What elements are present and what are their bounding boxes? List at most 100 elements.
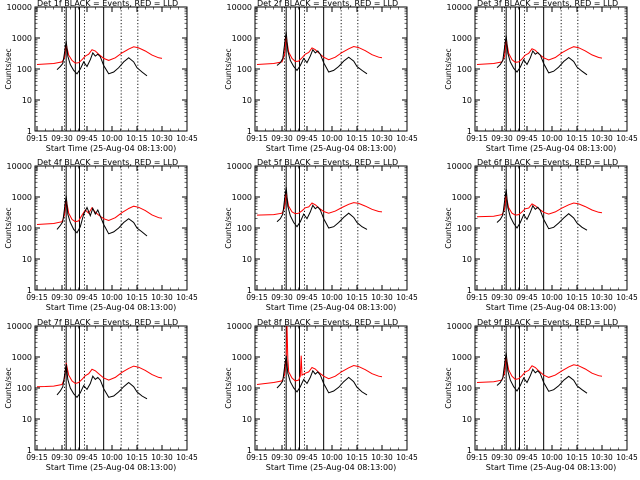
y-tick-label: 10 [462, 415, 472, 424]
x-tick-label: 10:00 [541, 293, 563, 302]
y-tick-label: 100 [237, 224, 252, 233]
x-tick-label: 10:45 [176, 134, 198, 143]
x-tick-label: 09:45 [296, 453, 318, 462]
x-tick-label: 10:45 [176, 453, 198, 462]
plot-frame [254, 6, 408, 132]
x-tick-label: 09:45 [76, 134, 98, 143]
y-tick-label: 1 [247, 286, 252, 295]
y-tick-label: 100 [17, 384, 32, 393]
y-tick-label: 10 [242, 415, 252, 424]
x-tick-label: 09:30 [51, 134, 73, 143]
y-tick-label: 10000 [447, 322, 472, 331]
y-tick-label: 100 [457, 384, 472, 393]
x-tick-label: 10:00 [541, 453, 563, 462]
x-axis-title: Start Time (25-Aug-04 08:13:00) [486, 144, 617, 153]
x-tick-label: 10:15 [566, 453, 588, 462]
y-tick-label: 10000 [227, 322, 252, 331]
x-tick-label: 10:30 [591, 453, 613, 462]
y-axis-title: Counts/sec [4, 48, 13, 89]
lld-series-line [36, 44, 163, 65]
events-series-line [276, 355, 368, 396]
y-tick-label: 10 [242, 96, 252, 105]
y-tick-label: 1 [247, 127, 252, 136]
y-tick-label: 1 [27, 446, 32, 455]
y-tick-label: 1000 [232, 34, 252, 43]
y-tick-label: 100 [17, 65, 32, 74]
panel-title: Det 6f BLACK = Events, RED = LLD [477, 158, 618, 167]
detector-5-panel: 1 10 100 1000 10000 09:15 09:30 09:45 10:00 10:15… [224, 158, 418, 312]
events-series-line [56, 195, 148, 237]
y-tick-label: 100 [237, 384, 252, 393]
y-tick-label: 100 [457, 65, 472, 74]
x-tick-label: 09:30 [491, 134, 513, 143]
y-tick-label: 10000 [7, 162, 32, 171]
detector-7-panel: 1 10 100 1000 10000 09:15 09:30 09:45 10:00 10:15… [4, 318, 198, 472]
detector-4-panel: 1 10 100 1000 10000 09:15 09:30 09:45 10:00 10:15… [4, 158, 198, 312]
detector-1-panel: 1 10 100 1000 10000 09:15 09:30 09:45 10:00 10:15… [4, 0, 198, 153]
panel-title: Det 7f BLACK = Events, RED = LLD [37, 318, 178, 327]
events-series-line [56, 363, 148, 400]
y-tick-label: 1000 [12, 193, 32, 202]
y-axis-title: Counts/sec [444, 207, 453, 248]
detector-8-panel: 1 10 100 1000 10000 09:15 09:30 09:45 10:00 10:15… [224, 318, 418, 472]
x-tick-label: 09:15 [26, 453, 48, 462]
y-tick-label: 1000 [452, 353, 472, 362]
lld-series-line [36, 199, 163, 225]
panel-title: Det 1f BLACK = Events, RED = LLD [37, 0, 178, 8]
y-tick-label: 1 [27, 127, 32, 136]
y-tick-label: 1 [467, 127, 472, 136]
x-tick-label: 09:45 [516, 453, 538, 462]
events-series-line [276, 31, 368, 75]
x-tick-label: 09:45 [296, 134, 318, 143]
panel-title: Det 3f BLACK = Events, RED = LLD [477, 0, 618, 8]
lld-series-line [476, 356, 603, 383]
x-tick-label: 10:15 [566, 134, 588, 143]
x-tick-label: 10:45 [616, 453, 638, 462]
y-tick-label: 100 [17, 224, 32, 233]
y-axis-title: Counts/sec [224, 48, 233, 89]
x-axis-title: Start Time (25-Aug-04 08:13:00) [46, 144, 177, 153]
detector-3-panel: 1 10 100 1000 10000 09:15 09:30 09:45 10:00 10:15… [444, 0, 638, 153]
x-axis-title: Start Time (25-Aug-04 08:13:00) [46, 463, 177, 472]
x-tick-label: 10:15 [126, 293, 148, 302]
x-tick-label: 10:00 [101, 453, 123, 462]
x-axis-title: Start Time (25-Aug-04 08:13:00) [486, 303, 617, 312]
x-tick-label: 10:45 [396, 134, 418, 143]
x-tick-label: 10:00 [101, 134, 123, 143]
lld-series-line [256, 36, 383, 65]
x-tick-label: 09:15 [466, 453, 488, 462]
x-tick-label: 09:15 [246, 134, 268, 143]
x-tick-label: 09:15 [466, 134, 488, 143]
lld-series-line [256, 193, 383, 216]
y-tick-label: 10 [242, 255, 252, 264]
plot-frame [34, 325, 188, 451]
x-tick-label: 09:30 [51, 453, 73, 462]
x-tick-label: 10:30 [151, 134, 173, 143]
lld-series-line [476, 195, 603, 218]
lld-series-line [256, 326, 383, 385]
x-tick-label: 09:15 [466, 293, 488, 302]
y-tick-label: 1 [467, 286, 472, 295]
x-tick-label: 10:00 [101, 293, 123, 302]
y-tick-label: 1000 [232, 193, 252, 202]
detector-9-panel: 1 10 100 1000 10000 09:15 09:30 09:45 10:00 10:15… [444, 318, 638, 472]
y-tick-label: 1 [27, 286, 32, 295]
x-tick-label: 09:45 [516, 134, 538, 143]
y-axis-title: Counts/sec [444, 367, 453, 408]
x-tick-label: 10:15 [346, 134, 368, 143]
x-tick-label: 10:30 [151, 453, 173, 462]
x-tick-label: 10:30 [371, 134, 393, 143]
events-series-line [496, 189, 588, 231]
y-tick-label: 1000 [452, 34, 472, 43]
y-tick-label: 10 [22, 415, 32, 424]
x-tick-label: 09:15 [26, 134, 48, 143]
x-tick-label: 09:30 [491, 453, 513, 462]
plot-frame [474, 6, 628, 132]
y-tick-label: 1000 [452, 193, 472, 202]
x-tick-label: 09:45 [76, 293, 98, 302]
x-tick-label: 10:45 [616, 134, 638, 143]
x-tick-label: 09:30 [271, 293, 293, 302]
y-axis-title: Counts/sec [224, 207, 233, 248]
x-axis-title: Start Time (25-Aug-04 08:13:00) [486, 463, 617, 472]
